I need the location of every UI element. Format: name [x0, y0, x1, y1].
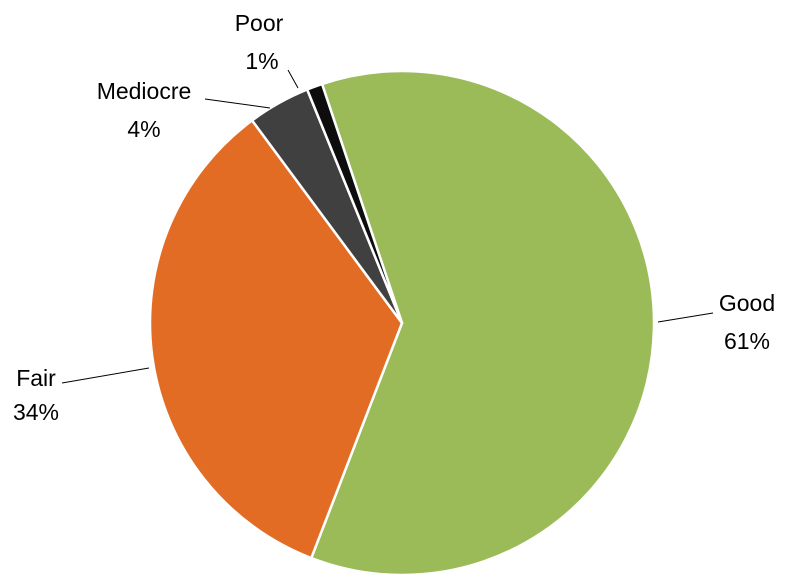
slice-label-good-value: 61% [724, 328, 770, 354]
slice-label-mediocre-value: 4% [127, 116, 160, 142]
leader-line-poor [287, 69, 299, 89]
slice-label-good-name: Good [719, 290, 775, 316]
slices-layer [148, 69, 656, 574]
slice-label-mediocre-name: Mediocre [97, 78, 192, 104]
slice-label-poor-name: Poor [235, 10, 284, 36]
slice-label-fair-value: 34% [13, 399, 59, 425]
slice-label-poor-value: 1% [245, 48, 278, 74]
slice-label-poor: Poor 1% [235, 10, 284, 74]
leader-line-fair [61, 367, 150, 384]
slice-label-fair: Fair 34% [13, 365, 59, 425]
pie-slice-poor [305, 82, 404, 325]
pie-slice-good [310, 69, 656, 574]
slice-label-fair-name: Fair [16, 365, 56, 391]
leader-lines-layer [61, 69, 714, 384]
leader-line-good [657, 312, 714, 323]
leader-line-mediocre [204, 98, 271, 109]
slice-label-mediocre: Mediocre 4% [97, 78, 192, 142]
slice-label-good: Good 61% [719, 290, 775, 354]
pie-slice-fair [148, 119, 404, 560]
